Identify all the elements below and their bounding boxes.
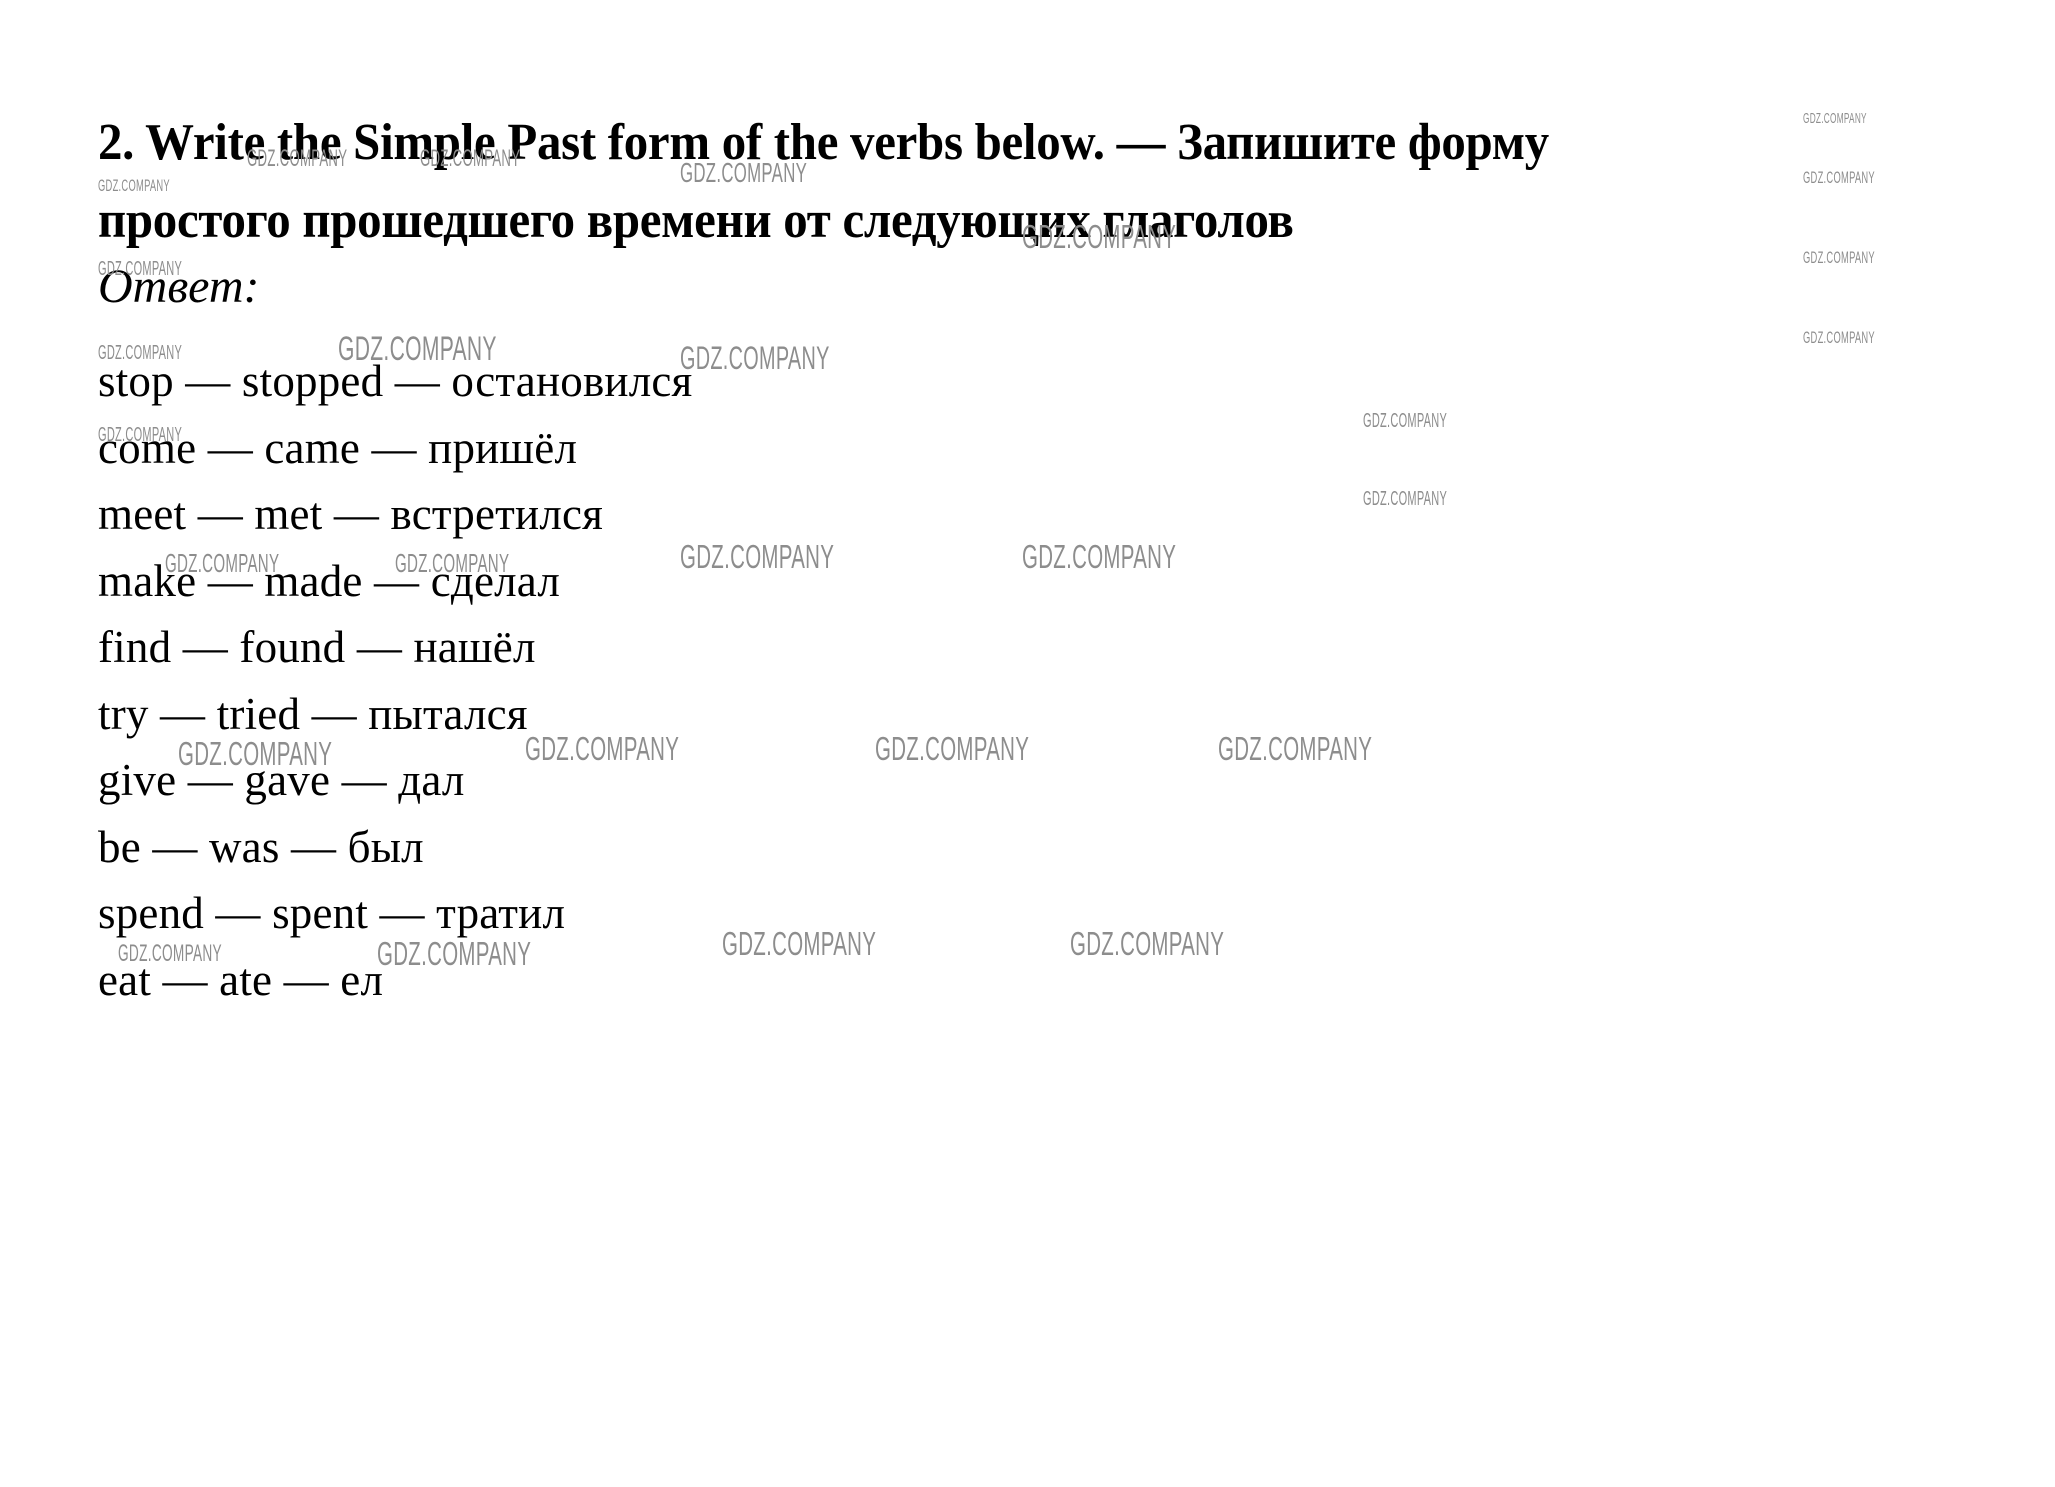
verb-line: find — found — нашёл [98,622,536,672]
verb-line: stop — stopped — остановился [98,356,693,406]
answer-verb-list: stop — stopped — остановился come — came… [98,348,1498,1013]
exercise-title-line-1: 2. Write the Simple Past form of the ver… [98,114,1549,171]
verb-line: be — was — был [98,821,424,872]
verb-line: spend — spent — тратил [98,888,566,938]
exercise-title-line-2: простого прошедшего времени от следующих… [98,192,1294,249]
verb-line: try — tried — пытался [98,688,528,739]
exercise-title: 2. Write the Simple Past form of the ver… [98,104,1998,260]
verb-line: eat — ate — ел [98,954,384,1005]
answer-label: Ответ: [98,260,260,313]
verb-line: meet — met — встретился [98,489,604,539]
verb-line: give — gave — дал [98,755,465,805]
verb-line: make — made — сделал [98,555,561,606]
verb-line: come — came — пришёл [98,422,578,473]
